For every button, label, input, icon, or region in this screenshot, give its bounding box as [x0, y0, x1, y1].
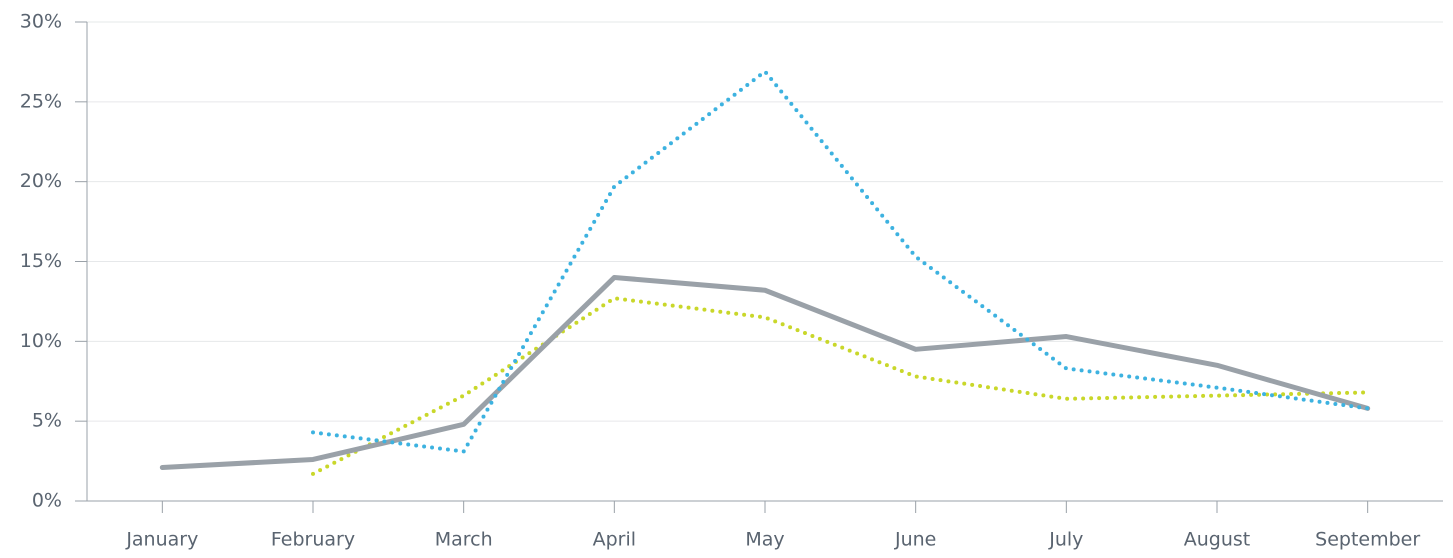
- x-tick-label: September: [1315, 529, 1420, 551]
- y-tick-label: 15%: [20, 250, 62, 272]
- x-tick-label: January: [125, 529, 198, 551]
- x-tick-label: April: [593, 529, 636, 551]
- y-tick-label: 30%: [20, 11, 62, 33]
- series-line: [311, 296, 1370, 476]
- x-tick-label: July: [1048, 529, 1083, 551]
- x-tick-label: June: [894, 529, 936, 551]
- x-tick-label: February: [271, 529, 355, 551]
- y-tick-label: 25%: [20, 90, 62, 112]
- x-tick-label: May: [745, 529, 784, 551]
- y-tick-label: 20%: [20, 170, 62, 192]
- x-tick-label: August: [1184, 529, 1251, 551]
- series-line: [311, 69, 1370, 454]
- y-tick-label: 10%: [20, 330, 62, 352]
- x-tick-label: March: [435, 529, 493, 551]
- y-tick-label: 5%: [32, 410, 62, 432]
- series-line: [159, 274, 1371, 470]
- y-tick-label: 0%: [32, 490, 62, 512]
